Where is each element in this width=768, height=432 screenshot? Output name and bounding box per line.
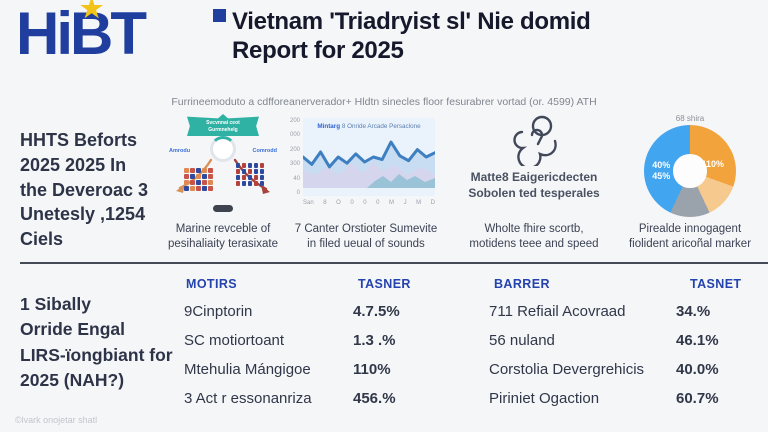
table-row-label: 9Cinptorin [184,303,253,320]
panel-caption: 7 Canter Orstioter Sumevite in filed ueu… [294,223,438,250]
table-row-value: 110% [353,361,391,378]
table-row-value: 4.7.5% [353,303,400,320]
diagram-hub-circle [210,136,236,162]
table-row-label: Mtehulia Mángigoe [184,361,311,378]
line-chart-title-rest: 8 Onride Arcade Persaclone [340,123,421,130]
chart-area-tertiary [367,174,435,188]
table-header-barrer: BARRER [494,277,550,291]
table-header-tasnet: TASNET [690,277,742,291]
panel-line-chart: 200 000 200 300 40 0 Mintarg 8 Onride Arcade … [286,112,446,262]
table-row-label: 711 Refiail Acovraad [489,303,626,320]
dot-grid-right [235,163,264,186]
section-divider [20,262,768,264]
table-row-value: 456.% [353,390,396,407]
table-row-label: SC motiortoant [184,332,285,349]
table-row-value: 60.7% [676,390,719,407]
line-series [303,140,435,169]
table-row-label: 3 Act r essonanriza [184,390,312,407]
pie-chart-top-label: 68 shira [675,114,705,123]
star-icon: ★ [80,0,104,23]
diagram-label-left: Amrodu [169,148,191,154]
page-title: Vietnam 'Triadryist sl' Nie domid Report… [232,8,591,64]
line-chart-title-accent: Mintarg [317,123,341,130]
diagram-banner: Svcvnnai ceot Gurmnehelg [187,114,259,136]
pie-chart: 110% 40% 45% [644,125,736,217]
panel-caption: Pirealde innogagent fiolident aricoñal m… [628,223,752,250]
pie-slice-label-orange: 110% [701,159,725,170]
line-chart-x-labels: San 8 O 0 0 0 M J M D [303,200,435,206]
line-chart-y-labels: 200 000 200 300 40 0 [289,118,300,196]
line-chart: 200 000 200 300 40 0 Mintarg 8 Onride Arcade … [286,112,446,212]
table-row-value: 1.3 .% [353,332,396,349]
panel-caption: Wholte fhire scortb, motidens teee and s… [469,223,599,250]
summary-heading: 1 Sibally Orride Engal LIRS-ïongbiant fo… [20,294,173,391]
panel-diagram: Svcvnnai ceot Gurmnehelg Amrodu Comrodd … [164,112,282,262]
diagram-pill [213,205,233,212]
table-row-value: 46.1% [676,332,719,349]
table-row-label: Corstolia Devergrehicis [489,361,645,378]
copyright-text: ©lvark onojetar shatl [15,415,98,425]
table-header-tasner: TASNER [358,277,411,291]
dot-grid-left [184,168,213,191]
page-subtitle: Furrineemoduto a cdfforeanerverador+ Hld… [171,96,597,108]
panel-icon-text: Matte8 Eaigericdecten Sobolen ted tesper… [458,112,610,262]
panel-subheading: Matte8 Eaigericdecten Sobolen ted tesper… [468,170,600,200]
table-row-value: 40.0% [676,361,719,378]
brand-logo-text: HiBT [16,0,147,67]
title-accent-square [213,9,226,22]
table-row-value: 34.% [676,303,711,320]
pie-slice-label-blue: 40% 45% [652,159,671,182]
table-row-label: Piriniet Ogaction [489,390,600,407]
brand-logo: HiBT ★ [16,0,147,67]
process-diagram: Svcvnnai ceot Gurmnehelg Amrodu Comrodd [164,112,282,216]
line-chart-plot-area: Mintarg 8 Onride Arcade Persaclone [303,118,435,196]
line-chart-title: Mintarg 8 Onride Arcade Persaclone [303,123,435,130]
table-row-label: 56 nuland [489,332,555,349]
diagram-arrows [176,158,270,194]
abstract-outline-icon [513,115,557,166]
panel-pie-chart: 68 shira 110% 40% 45% Pirealde innogagen… [616,112,764,262]
line-chart-svg [303,140,435,188]
diagram-label-right: Comrodd [252,148,277,154]
intro-heading: HHTS Beforts 2025 2025 In the Deveroac 3… [20,130,149,250]
table-header-motirs: MOTIRS [186,277,238,291]
panel-caption: Marine revceble of pesihaliaity terasixa… [168,223,278,250]
